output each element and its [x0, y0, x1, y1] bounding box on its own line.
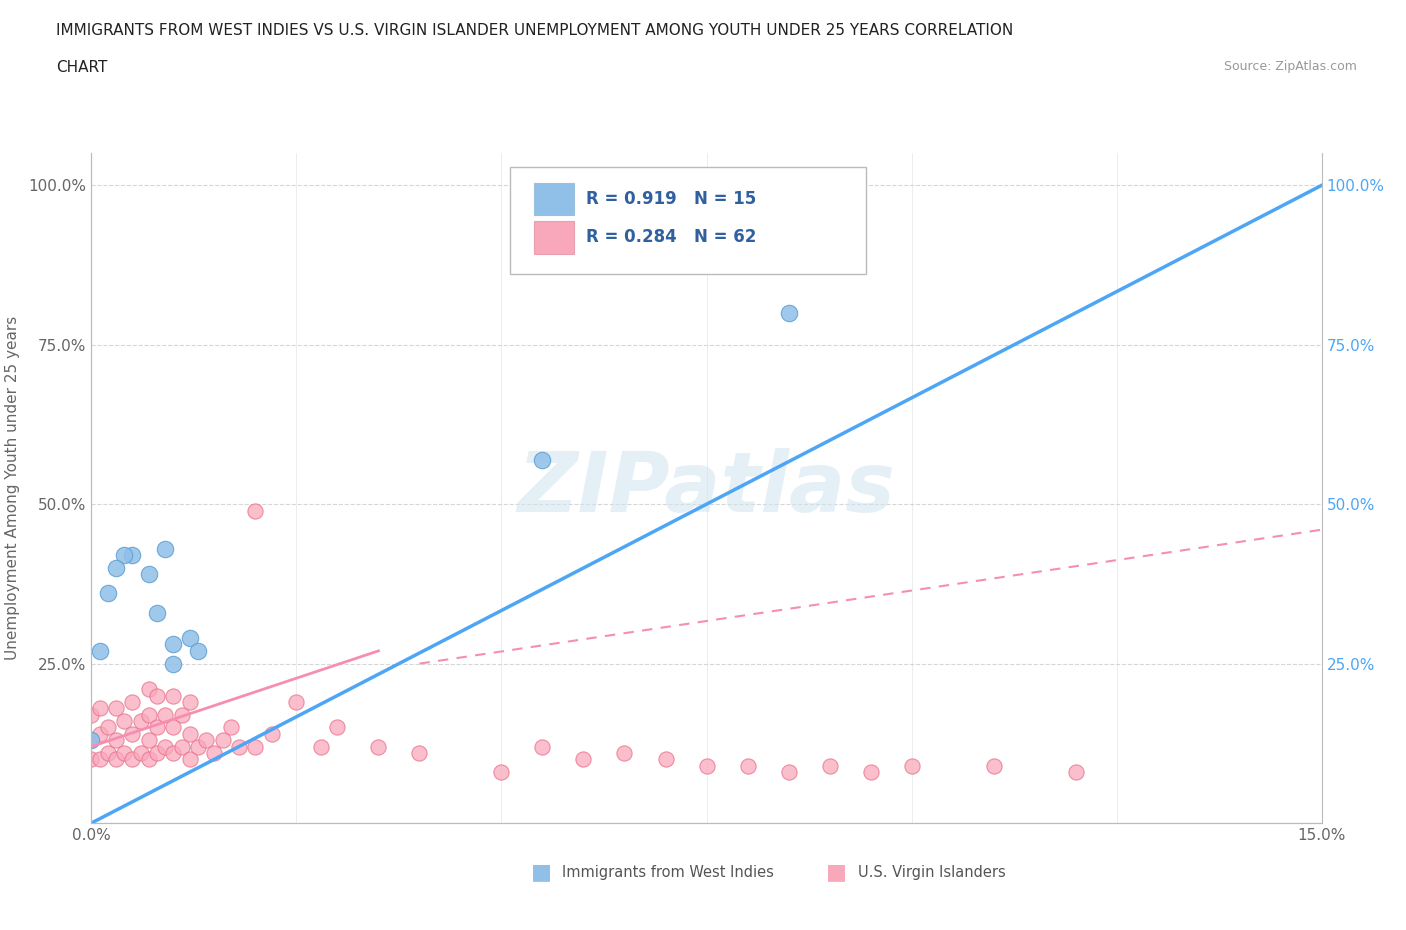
Text: CHART: CHART: [56, 60, 108, 75]
Point: [202, 746, 225, 761]
Point: [97, 586, 120, 601]
Point: [818, 758, 841, 773]
Point: [153, 707, 177, 722]
Point: [285, 695, 308, 710]
Point: [89, 644, 111, 658]
Point: [162, 688, 184, 703]
Point: [121, 548, 143, 563]
Point: [179, 726, 201, 741]
Point: [778, 764, 800, 779]
Point: [211, 733, 233, 748]
Point: [138, 682, 160, 697]
Point: [80, 751, 103, 766]
Text: ZIPatlas: ZIPatlas: [517, 447, 896, 529]
Point: [572, 751, 595, 766]
Point: [146, 605, 169, 620]
Point: [112, 713, 135, 728]
Point: [121, 751, 143, 766]
Point: [900, 758, 922, 773]
Point: [187, 644, 209, 658]
Point: [89, 726, 111, 741]
Point: [695, 758, 717, 773]
Point: [367, 739, 389, 754]
Text: R = 0.919   N = 15: R = 0.919 N = 15: [586, 190, 756, 208]
Point: [105, 733, 127, 748]
Point: [408, 746, 430, 761]
Point: [613, 746, 636, 761]
Point: [245, 739, 267, 754]
Point: [146, 720, 169, 735]
Point: [179, 751, 201, 766]
Point: [138, 733, 160, 748]
Point: [531, 739, 554, 754]
Point: [153, 541, 177, 556]
Point: [859, 764, 882, 779]
Point: [260, 726, 283, 741]
Point: [97, 720, 120, 735]
Point: [309, 739, 332, 754]
Point: [146, 688, 169, 703]
Point: [195, 733, 218, 748]
Point: [654, 751, 676, 766]
Point: [187, 739, 209, 754]
Text: ■: ■: [827, 862, 846, 883]
Point: [80, 733, 103, 748]
Point: [162, 746, 184, 761]
Point: [138, 707, 160, 722]
Point: [97, 746, 120, 761]
Point: [228, 739, 250, 754]
Point: [129, 713, 152, 728]
Point: [105, 751, 127, 766]
FancyBboxPatch shape: [534, 220, 574, 254]
Y-axis label: Unemployment Among Youth under 25 years: Unemployment Among Youth under 25 years: [6, 316, 20, 660]
Point: [778, 305, 800, 320]
Text: U.S. Virgin Islanders: U.S. Virgin Islanders: [858, 865, 1005, 880]
Point: [983, 758, 1005, 773]
Point: [112, 746, 135, 761]
Point: [162, 637, 184, 652]
Point: [1064, 764, 1087, 779]
Point: [245, 503, 267, 518]
Point: [153, 739, 177, 754]
Point: [80, 733, 103, 748]
Point: [491, 764, 513, 779]
Text: Source: ZipAtlas.com: Source: ZipAtlas.com: [1223, 60, 1357, 73]
Point: [179, 695, 201, 710]
Point: [80, 707, 103, 722]
Point: [89, 701, 111, 716]
Point: [162, 657, 184, 671]
Point: [121, 726, 143, 741]
Point: [170, 739, 193, 754]
Point: [129, 746, 152, 761]
Point: [219, 720, 242, 735]
FancyBboxPatch shape: [509, 166, 866, 274]
Text: IMMIGRANTS FROM WEST INDIES VS U.S. VIRGIN ISLANDER UNEMPLOYMENT AMONG YOUTH UND: IMMIGRANTS FROM WEST INDIES VS U.S. VIRG…: [56, 23, 1014, 38]
Point: [737, 758, 759, 773]
Point: [170, 707, 193, 722]
Point: [121, 695, 143, 710]
Point: [112, 548, 135, 563]
Point: [138, 751, 160, 766]
Text: R = 0.284   N = 62: R = 0.284 N = 62: [586, 228, 756, 246]
Point: [89, 751, 111, 766]
Text: Immigrants from West Indies: Immigrants from West Indies: [562, 865, 775, 880]
Point: [105, 701, 127, 716]
Point: [531, 452, 554, 467]
Text: ■: ■: [531, 862, 551, 883]
FancyBboxPatch shape: [534, 182, 574, 216]
Point: [326, 720, 349, 735]
Point: [105, 561, 127, 576]
Point: [179, 631, 201, 645]
Point: [138, 567, 160, 582]
Point: [146, 746, 169, 761]
Point: [162, 720, 184, 735]
